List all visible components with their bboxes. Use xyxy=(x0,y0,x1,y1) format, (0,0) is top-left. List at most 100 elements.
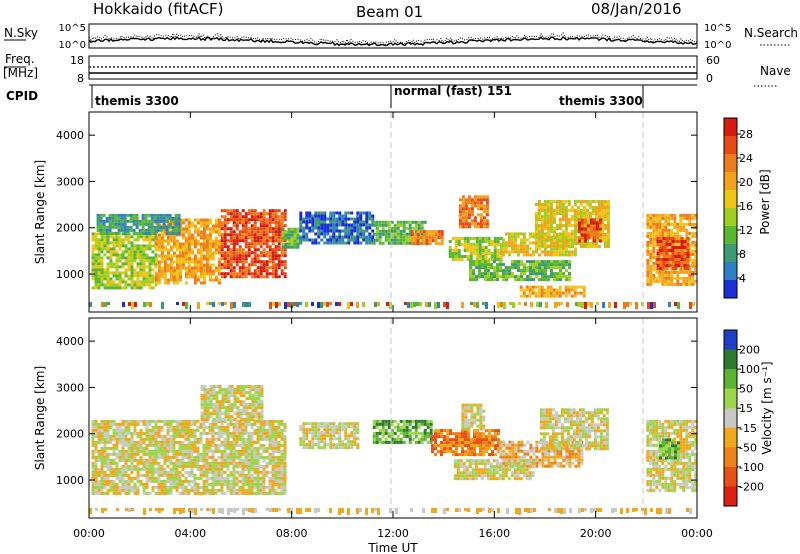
data-cell xyxy=(163,266,167,270)
data-cell xyxy=(311,437,315,441)
data-cell xyxy=(365,211,369,215)
data-cell xyxy=(671,255,675,258)
data-cell xyxy=(543,227,547,230)
ground-scatter-cell xyxy=(329,302,332,305)
data-cell xyxy=(296,242,300,246)
data-cell xyxy=(244,266,248,270)
data-cell xyxy=(538,272,541,276)
data-cell xyxy=(296,236,300,240)
data-cell xyxy=(280,434,284,438)
data-cell xyxy=(606,227,610,230)
data-cell xyxy=(172,260,176,264)
data-cell xyxy=(106,271,110,275)
data-cell xyxy=(586,236,590,240)
data-cell xyxy=(673,249,677,253)
data-cell xyxy=(308,220,312,224)
data-cell xyxy=(91,491,95,495)
data-cell xyxy=(127,473,131,477)
data-cell xyxy=(127,425,131,429)
data-cell xyxy=(199,440,203,444)
data-cell xyxy=(97,253,101,257)
data-cell xyxy=(552,247,556,251)
data-cell xyxy=(332,223,336,227)
data-cell xyxy=(215,418,219,422)
data-cell xyxy=(229,212,233,216)
data-cell xyxy=(172,476,176,480)
data-cell xyxy=(583,218,587,222)
data-cell xyxy=(525,247,529,251)
data-cell xyxy=(308,446,312,450)
data-cell xyxy=(356,217,360,221)
data-cell xyxy=(106,256,110,260)
data-cell xyxy=(94,256,98,260)
data-cell xyxy=(206,406,210,410)
data-cell xyxy=(121,232,125,236)
data-cell xyxy=(549,224,553,227)
data-cell xyxy=(241,257,245,261)
data-cell xyxy=(133,253,137,257)
data-cell xyxy=(142,250,146,254)
data-cell xyxy=(214,464,218,468)
data-cell xyxy=(154,236,158,240)
data-cell xyxy=(175,452,179,456)
data-cell xyxy=(573,203,577,206)
data-cell xyxy=(193,476,197,480)
data-cell xyxy=(187,446,191,450)
data-cell xyxy=(94,464,98,468)
data-cell xyxy=(211,479,215,483)
data-cell xyxy=(91,250,95,254)
data-cell xyxy=(501,247,505,251)
data-cell xyxy=(553,263,556,267)
data-cell xyxy=(546,209,550,212)
data-cell xyxy=(241,239,245,243)
data-cell xyxy=(311,443,315,447)
data-cell xyxy=(208,242,212,246)
data-cell xyxy=(280,443,284,447)
data-cell xyxy=(606,224,610,227)
data-cell xyxy=(133,256,137,260)
data-cell xyxy=(115,238,119,242)
data-cell xyxy=(193,428,197,432)
data-cell xyxy=(490,240,494,243)
data-cell xyxy=(597,206,601,209)
data-cell xyxy=(109,283,113,287)
data-cell xyxy=(205,443,209,447)
data-cell xyxy=(665,261,669,264)
data-cell xyxy=(232,266,236,270)
data-cell xyxy=(428,236,432,240)
data-cell xyxy=(408,226,412,230)
data-cell xyxy=(209,397,213,401)
data-cell xyxy=(579,212,583,215)
data-cell xyxy=(130,440,134,444)
data-cell xyxy=(157,455,161,459)
data-cell xyxy=(238,452,242,456)
data-cell xyxy=(229,248,233,252)
data-cell xyxy=(177,228,181,232)
data-cell xyxy=(208,482,212,486)
data-cell xyxy=(229,254,233,258)
data-cell xyxy=(118,277,122,281)
data-cell xyxy=(94,283,98,287)
data-cell xyxy=(595,224,599,228)
data-cell xyxy=(241,425,245,429)
data-cell xyxy=(136,247,140,251)
data-cell xyxy=(287,233,291,237)
data-cell xyxy=(154,262,158,266)
data-cell xyxy=(274,233,278,237)
data-cell xyxy=(208,440,212,444)
ground-scatter-cell xyxy=(278,302,281,306)
ground-scatter-cell xyxy=(473,302,476,307)
data-cell xyxy=(558,209,562,212)
data-cell xyxy=(142,238,146,242)
ground-scatter-cell xyxy=(575,302,578,306)
data-cell xyxy=(507,238,511,242)
data-cell xyxy=(362,220,366,224)
data-cell xyxy=(229,260,233,264)
data-cell xyxy=(573,215,577,218)
data-cell xyxy=(157,476,161,480)
data-cell xyxy=(235,212,239,216)
data-cell xyxy=(597,200,601,203)
data-cell xyxy=(274,458,278,462)
data-cell xyxy=(280,263,284,267)
data-cell xyxy=(238,488,242,492)
